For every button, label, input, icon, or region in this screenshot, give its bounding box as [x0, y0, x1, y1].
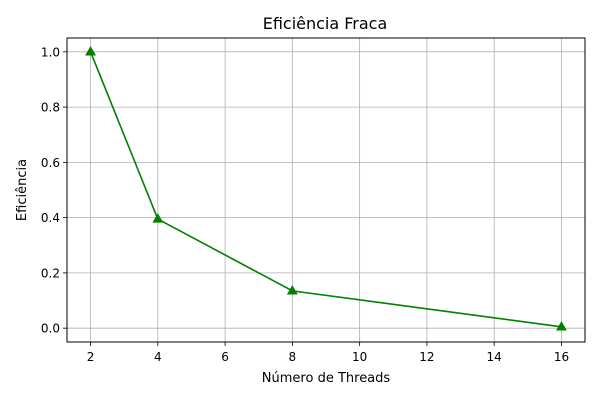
y-tick-label: 0.6: [41, 156, 60, 170]
data-point: [286, 285, 298, 295]
axis-ticks: 2 4 6 8 10 12 14 16 0.0 0.2 0.4 0.6 0.8 1.0: [41, 45, 569, 364]
x-tick-label: 10: [352, 350, 367, 364]
x-tick-label: 6: [221, 350, 229, 364]
x-axis-label: Número de Threads: [262, 371, 391, 386]
plot-frame: [66, 37, 586, 343]
x-tick-label: 4: [154, 350, 162, 364]
series-line: [89, 51, 562, 328]
y-tick-label: 0.2: [41, 266, 60, 280]
x-tick-label: 2: [87, 350, 95, 364]
y-tick-label: 0.4: [41, 211, 60, 225]
x-tick-label: 8: [289, 350, 297, 364]
grid: [67, 38, 585, 342]
y-tick-label: 0.0: [41, 322, 60, 336]
series-layer: [85, 46, 567, 331]
data-point: [85, 46, 96, 56]
y-tick-label: 1.0: [41, 45, 60, 59]
data-point: [152, 213, 164, 223]
x-tick-label: 12: [419, 350, 434, 364]
data-point: [556, 320, 567, 331]
y-tick-label: 0.8: [41, 101, 60, 115]
chart-title: Eficiência Fraca: [263, 14, 388, 33]
y-axis-label: Eficiência: [15, 159, 30, 221]
x-tick-label: 16: [554, 350, 569, 364]
x-tick-label: 14: [487, 350, 502, 364]
